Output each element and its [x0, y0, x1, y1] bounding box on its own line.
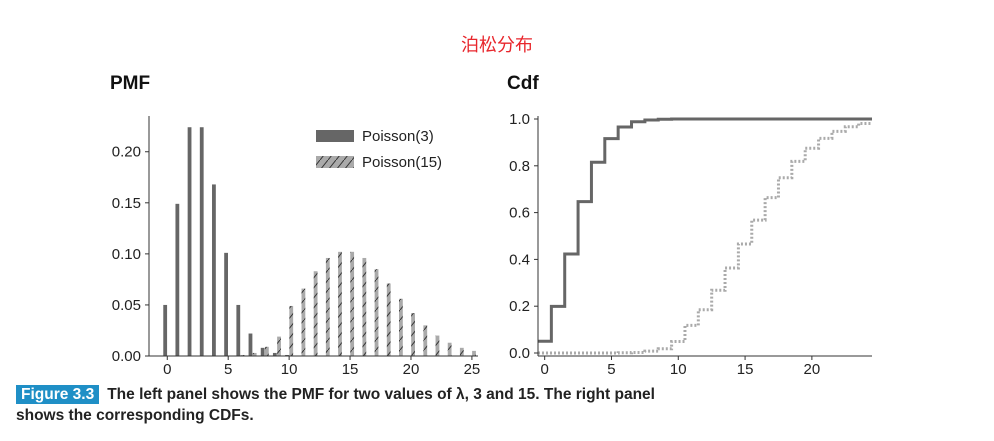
x-tick-label: 15 — [737, 361, 754, 378]
pmf-bar-poisson3 — [272, 352, 277, 356]
cdf-line-lambda3 — [538, 117, 872, 343]
legend-label-poisson3: Poisson(3) — [362, 128, 434, 145]
y-tick-label: 0.2 — [509, 298, 530, 315]
pmf-bar-poisson3 — [163, 304, 168, 356]
pmf-bar-poisson3 — [187, 127, 192, 356]
x-tick-label: 15 — [342, 361, 359, 378]
cdf-lines — [538, 117, 872, 355]
pmf-bar-poisson3 — [199, 127, 204, 356]
cdf-chart: Cdf 0 5 10 15 20 0.0 0.2 0.4 0.6 0.8 1.0 — [507, 73, 872, 378]
y-tick-label: 0.6 — [509, 205, 530, 222]
pmf-bar-poisson15 — [252, 352, 257, 356]
pmf-bar-poisson15 — [447, 342, 452, 356]
legend-swatch-poisson15 — [316, 156, 354, 168]
pmf-bar-poisson15 — [325, 257, 330, 356]
pmf-bar-poisson15 — [264, 346, 269, 356]
pmf-bar-poisson3 — [224, 252, 228, 356]
pmf-bar-poisson3 — [248, 333, 253, 356]
pmf-bar-poisson15 — [399, 298, 403, 356]
cdf-line-lambda15 — [538, 121, 872, 355]
pmf-bar-poisson15 — [313, 271, 318, 356]
x-tick-label: 10 — [670, 361, 687, 378]
pmf-bars — [163, 127, 476, 356]
y-tick-label: 1.0 — [509, 111, 530, 128]
caption-line-2: shows the corresponding CDFs. — [16, 407, 254, 424]
pmf-bar-poisson3 — [212, 184, 216, 356]
x-tick-label: 5 — [607, 361, 615, 378]
pmf-bar-poisson3 — [236, 304, 241, 356]
pmf-title: PMF — [110, 73, 150, 94]
pmf-y-ticks: 0.00 0.05 0.10 0.15 0.20 — [112, 144, 149, 365]
pmf-bar-poisson15 — [338, 251, 342, 356]
pmf-bar-poisson15 — [459, 347, 464, 356]
pmf-bar-poisson3 — [260, 347, 265, 356]
y-tick-label: 0.00 — [112, 348, 141, 365]
pmf-bar-poisson15 — [362, 257, 367, 356]
pmf-bar-poisson3 — [175, 203, 180, 356]
figure-caption: Figure 3.3 The left panel shows the PMF f… — [16, 384, 976, 426]
page-title: 泊松分布 — [461, 35, 533, 56]
cdf-x-ticks: 0 5 10 15 20 — [541, 356, 821, 378]
caption-line-1: The left panel shows the PMF for two val… — [107, 386, 655, 403]
pmf-bar-poisson15 — [301, 288, 306, 356]
legend-label-poisson15: Poisson(15) — [362, 154, 442, 171]
y-tick-label: 0.0 — [509, 345, 530, 362]
cdf-y-ticks: 0.0 0.2 0.4 0.6 0.8 1.0 — [509, 111, 538, 362]
pmf-chart: PMF 0 5 10 15 20 25 0.00 0.05 0.10 0.15 0.20 Pois… — [110, 73, 480, 378]
pmf-bar-poisson15 — [374, 269, 379, 356]
pmf-bar-poisson15 — [386, 283, 391, 356]
x-tick-label: 20 — [403, 361, 420, 378]
pmf-x-ticks: 0 5 10 15 20 25 — [163, 356, 480, 378]
y-tick-label: 0.15 — [112, 195, 141, 212]
pmf-bar-poisson15 — [435, 335, 440, 356]
legend-swatch-poisson3 — [316, 130, 354, 142]
cdf-title: Cdf — [507, 73, 539, 94]
y-tick-label: 0.10 — [112, 246, 141, 263]
x-tick-label: 0 — [541, 361, 549, 378]
y-tick-label: 0.4 — [509, 251, 530, 268]
figure-label: Figure 3.3 — [16, 385, 100, 404]
x-tick-label: 20 — [804, 361, 821, 378]
x-tick-label: 0 — [163, 361, 171, 378]
pmf-bar-poisson15 — [423, 325, 428, 356]
x-tick-label: 10 — [281, 361, 298, 378]
x-tick-label: 25 — [464, 361, 481, 378]
pmf-legend: Poisson(3) Poisson(15) — [316, 128, 442, 171]
pmf-bar-poisson3 — [285, 354, 289, 356]
y-tick-label: 0.8 — [509, 158, 530, 175]
pmf-bar-poisson15 — [411, 313, 415, 356]
pmf-bar-poisson15 — [240, 354, 245, 356]
pmf-bar-poisson15 — [350, 251, 355, 356]
y-tick-label: 0.05 — [112, 297, 141, 314]
x-tick-label: 5 — [224, 361, 232, 378]
y-tick-label: 0.20 — [112, 144, 141, 161]
pmf-bar-poisson15 — [289, 305, 294, 356]
pmf-bar-poisson15 — [277, 336, 281, 356]
pmf-bar-poisson15 — [472, 350, 476, 356]
